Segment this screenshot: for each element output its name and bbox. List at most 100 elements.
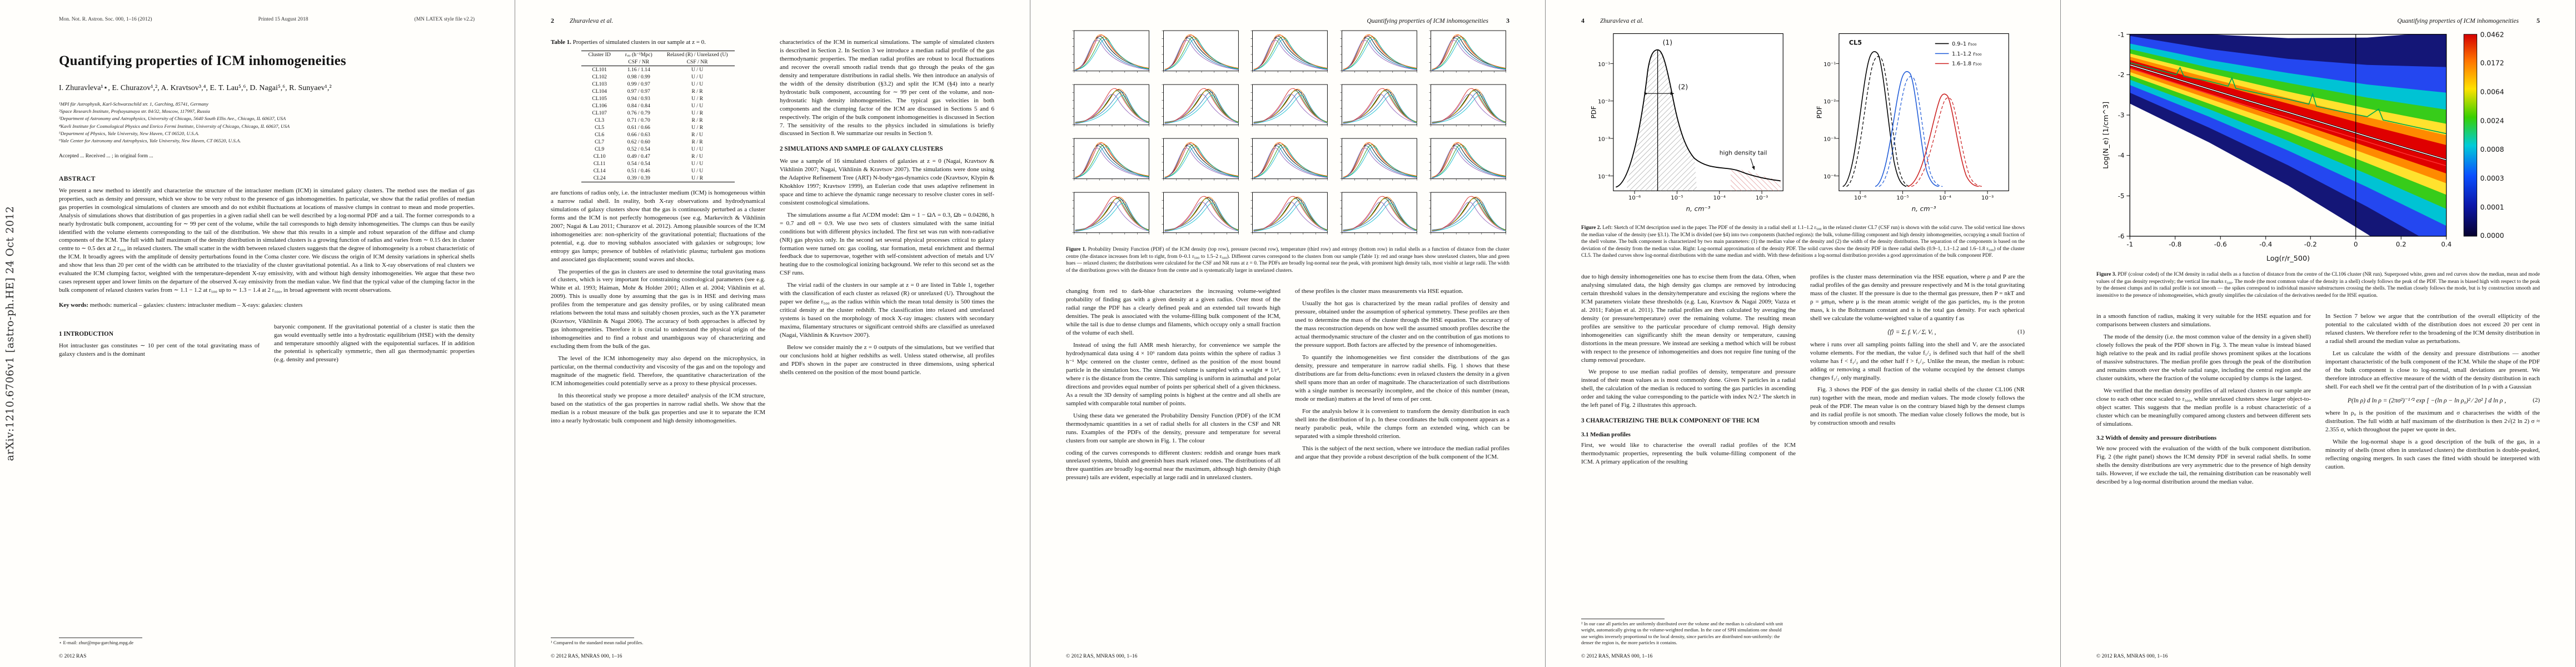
paragraph: The level of the ICM inhomogeneity may a…	[551, 355, 765, 387]
equation-number: (1)	[2017, 328, 2025, 335]
table-row: CL101 1.16 / 1.14 U / U	[592, 66, 704, 73]
paragraph: We use a sample of 16 simulated clusters…	[780, 158, 994, 206]
x-tick: 0	[2354, 241, 2358, 248]
style-file-note: (MN LATEX style file v2.2)	[414, 17, 475, 22]
clusters-table: Cluster ID rᵥᵢᵣ (h⁻¹Mpc) Relaxed (R) / U…	[581, 51, 735, 182]
figure1-caption: Figure 1. Probability Density Function (…	[1066, 247, 1510, 273]
figure1-panel	[1339, 84, 1417, 127]
page-footer: © 2012 RAS, MNRAS 000, 1–16	[1066, 654, 1138, 659]
accepted-received-line: Accepted ... Received ... ; in original …	[59, 153, 153, 160]
paragraph: of these profiles is the cluster mass me…	[1295, 288, 1463, 295]
figure1-panel	[1250, 138, 1328, 181]
figure1-panel	[1161, 84, 1239, 127]
equation-body: ⟨f⟩ = Σᵢ fᵢ Vᵢ ⁄ Σᵢ Vᵢ ,	[1887, 328, 1936, 336]
right-column: profiles is the cluster mass determinati…	[1810, 273, 2025, 470]
paragraph: where i runs over all sampling points fa…	[1810, 341, 2025, 381]
colorbar	[2463, 34, 2478, 237]
figure1-panel	[1429, 84, 1507, 127]
section-heading-bulk: 3 CHARACTERIZING THE BULK COMPONENT OF T…	[1581, 417, 1760, 425]
figure1-panel	[1161, 30, 1239, 73]
running-header: Quantifying properties of ICM inhomogene…	[2096, 17, 2540, 25]
figure2-label: Figure 2.	[1581, 225, 1601, 231]
table-row: CL3 0.71 / 0.70 R / R	[595, 117, 703, 123]
footnote: ² In our case all particles are uniforml…	[1581, 619, 1787, 646]
y-tick: -3	[2118, 111, 2125, 119]
table-row: CL11 0.54 / 0.54 U / U	[593, 160, 704, 167]
y-axis-label: PDF	[1815, 106, 1823, 118]
section-heading-simulations: 2 SIMULATIONS AND SAMPLE OF GALAXY CLUST…	[780, 146, 943, 153]
equation-number: (2)	[2533, 396, 2540, 404]
page-4: 4 Zhuravleva et al. (1) (2) hig	[1546, 0, 2061, 667]
page-footer: © 2012 RAS, MNRAS 000, 1–16	[551, 654, 622, 659]
printed-date: Printed 15 August 2018	[258, 17, 308, 22]
page-footer: © 2012 RAS, MNRAS 000, 1–16	[2096, 654, 2168, 659]
paragraph: profiles is the cluster mass determinati…	[1810, 273, 2025, 322]
colorbar-tick: 0.0172	[2480, 59, 2504, 67]
body-columns: due to high density inhomogeneities one …	[1581, 273, 2025, 470]
figure2-caption: Figure 2. Left: Sketch of ICM descriptio…	[1581, 225, 2025, 259]
paragraph: We propose to use median radial profiles…	[1581, 369, 1796, 409]
table-caption: Table 1. Properties of simulated cluster…	[551, 39, 706, 46]
figure3: -1 -0.8 -0.6 -0.4 -0.2 0 0.2 0.4 -1 -2 -…	[2096, 26, 2540, 266]
table-row: CL103 0.99 / 0.97 U / U	[592, 81, 704, 87]
running-header: 2 Zhuravleva et al.	[551, 17, 994, 25]
table-row: CL107 0.76 / 0.79 U / R	[592, 109, 703, 116]
affiliation: ⁶Yale Center for Astronomy and Astrophys…	[59, 137, 241, 143]
column-subheader: CSF / NR	[628, 58, 650, 65]
page-number: 4	[1581, 17, 1585, 24]
right-column: of these profiles is the cluster mass me…	[1295, 287, 1509, 486]
figure1-panel	[1072, 30, 1149, 73]
right-column: In Section 7 below we argue that the con…	[2325, 312, 2540, 490]
cluster-label: CL5	[1849, 39, 1862, 47]
keywords-text: methods: numerical – galaxies: clusters:…	[89, 301, 303, 308]
legend-entry: 0.9–1 r₅₀₀	[1952, 41, 1977, 47]
figure1-label: Figure 1.	[1066, 247, 1087, 252]
colorbar-tick: 0.0064	[2480, 88, 2504, 96]
figure1-panel	[1250, 192, 1328, 235]
figure1-panel	[1339, 192, 1417, 235]
y-tick: 10⁻²	[1823, 99, 1836, 105]
legend-entry: 1.1–1.2 r₅₀₀	[1952, 51, 1982, 57]
paragraph: Instead of using the full AMR mesh hiera…	[1066, 342, 1280, 407]
affiliation: ³Department of Astronomy and Astrophysic…	[59, 116, 286, 122]
paragraph: in a smooth function of radius, making i…	[2096, 313, 2311, 328]
paragraph: To quantify the inhomogeneities we first…	[1295, 354, 1509, 402]
paragraph: The properties of the gas in clusters ar…	[551, 268, 765, 350]
figure1-panel	[1250, 30, 1328, 73]
column-header: Relaxed (R) / Unrelaxed (U)	[666, 51, 728, 58]
x-tick: 10⁻⁴	[1713, 195, 1726, 201]
x-tick: 10⁻⁴	[1939, 195, 1951, 201]
left-column: Table 1. Properties of simulated cluster…	[551, 38, 765, 429]
y-tick: 10⁻³	[1823, 137, 1836, 143]
paragraph: First, we would like to characterise the…	[1581, 441, 1796, 465]
table-row: CL102 0.98 / 0.99 U / U	[592, 73, 704, 80]
table-row: CL6 0.66 / 0.63 R / U	[595, 131, 703, 138]
table-row: CL14 0.51 / 0.46 U / U	[593, 167, 704, 174]
figure2-right-panel: 0.9–1 r₅₀₀ 1.1–1.2 r₅₀₀ 1.6–1.8 r₅₀₀ CL5…	[1815, 33, 2009, 212]
paragraph: The virial radii of the clusters in our …	[780, 282, 994, 339]
y-tick: -5	[2118, 192, 2125, 200]
left-column: 1 INTRODUCTION Hot intracluster gas cons…	[59, 323, 260, 369]
figure1-panel	[1250, 84, 1328, 127]
paragraph: where ln ρ₀ is the position of the maxim…	[2325, 409, 2540, 433]
y-axis-label: Log(N_e) [1/cm^3]	[2102, 102, 2110, 169]
x-tick: 10⁻⁶	[1628, 195, 1641, 201]
subsection-heading-width: 3.2 Width of density and pressure distri…	[2096, 434, 2217, 441]
figure1-panel	[1339, 30, 1417, 73]
paragraph: changing from red to dark-blue character…	[1066, 288, 1280, 337]
figure2-left-panel: (1) (2) high density tail 10⁻⁶ 10⁻⁵ 10⁻⁴…	[1590, 33, 1783, 212]
paragraph: For the analysis below it is convenient …	[1295, 407, 1509, 440]
paragraph: Fig. 3 shows the PDF of the gas density …	[1810, 386, 2025, 427]
x-tick: 10⁻⁶	[1854, 195, 1866, 201]
x-axis-label: n, cm⁻³	[1686, 205, 1711, 212]
paragraph: Hot intracluster gas constitutes ∼ 10 pe…	[59, 342, 260, 358]
figure1-panel	[1161, 138, 1239, 181]
left-column: in a smooth function of radius, making i…	[2096, 312, 2311, 490]
paragraph: baryonic component. If the gravitational…	[274, 323, 475, 364]
figure3-caption: Figure 3. PDF (colour coded) of the ICM …	[2096, 272, 2540, 298]
column-header: Cluster ID	[588, 51, 611, 58]
table-row: CL106 0.84 / 0.84 U / U	[592, 102, 704, 109]
paragraph: We verified that the median density prof…	[2096, 387, 2311, 427]
table-row: CL7 0.62 / 0.60 R / R	[595, 138, 703, 145]
